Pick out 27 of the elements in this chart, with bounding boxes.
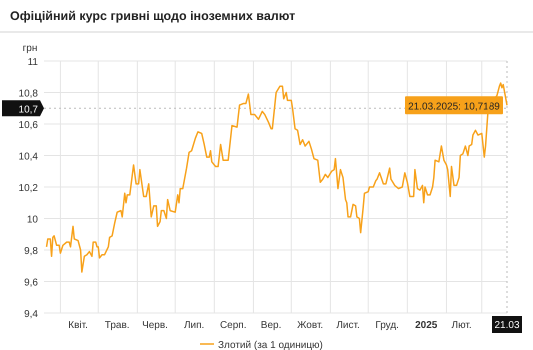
y-tick-label: 10,7 [18, 104, 38, 116]
x-tick-label: Трав. [104, 320, 130, 331]
x-tick-label: Лют. [452, 320, 472, 331]
x-tick-label: Квіт. [68, 320, 88, 331]
y-tick-label: 11 [28, 57, 38, 68]
x-tick-label: Груд. [375, 320, 399, 331]
y-axis-title: грн [22, 43, 38, 54]
y-tick-label: 10,8 [18, 88, 38, 100]
y-tick-label: 10,2 [18, 183, 38, 194]
chart-title: Офіційний курс гривні щодо іноземних валют [10, 9, 296, 23]
x-tick-label: Жовт. [297, 320, 324, 331]
line-series [46, 82, 508, 273]
x-tick-label: Лист. [336, 320, 360, 331]
x-tick-label: Вер. [260, 320, 282, 331]
x-tick-label: Лип. [184, 320, 204, 331]
legend-label: Злотий (за 1 одиницю) [218, 340, 323, 350]
x-tick-label: 2025 [415, 320, 438, 331]
y-tick-label: 9,4 [24, 309, 38, 320]
y-tick-label: 10 [26, 214, 38, 226]
y-tick-label: 10,6 [18, 120, 38, 131]
x-tick-label: Серп. [220, 320, 247, 331]
y-tick-label: 9,8 [24, 246, 38, 257]
annotation: 21.03.2025: 10,7189 [408, 101, 500, 112]
y-tick-label: 10,4 [18, 152, 38, 162]
y-tick-label: 9,6 [24, 278, 38, 288]
x-tick-label: 21.03 [494, 320, 520, 331]
x-tick-label: Черв. [142, 320, 168, 331]
